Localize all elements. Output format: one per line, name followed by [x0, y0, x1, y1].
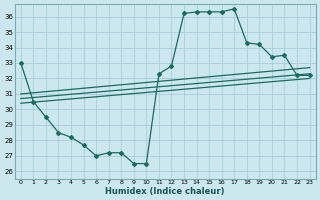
X-axis label: Humidex (Indice chaleur): Humidex (Indice chaleur) [106, 187, 225, 196]
